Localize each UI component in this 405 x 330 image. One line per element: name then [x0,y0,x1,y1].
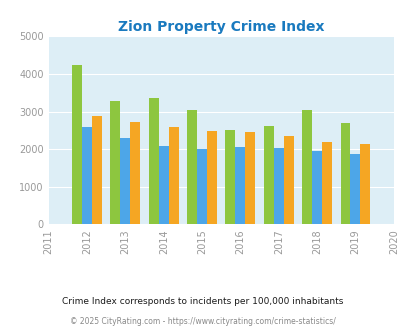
Text: © 2025 CityRating.com - https://www.cityrating.com/crime-statistics/: © 2025 CityRating.com - https://www.city… [70,317,335,326]
Bar [130,122,140,224]
Bar [311,151,321,224]
Bar [350,154,360,224]
Text: Crime Index corresponds to incidents per 100,000 inhabitants: Crime Index corresponds to incidents per… [62,297,343,307]
Bar [321,142,331,224]
Bar [120,138,130,224]
Bar [168,127,178,224]
Bar [273,148,283,224]
Bar [340,123,350,224]
Bar [72,65,82,224]
Title: Zion Property Crime Index: Zion Property Crime Index [118,20,324,34]
Bar [301,110,311,224]
Bar [207,131,217,224]
Bar [158,146,168,224]
Bar [360,144,369,224]
Bar [187,110,197,224]
Bar [263,126,273,224]
Bar [92,116,102,224]
Bar [110,101,120,224]
Bar [283,136,293,224]
Bar [149,98,158,224]
Bar [245,132,255,224]
Bar [235,147,245,224]
Bar [197,149,207,224]
Bar [82,127,92,224]
Legend: Zion, Illinois, National: Zion, Illinois, National [113,328,328,330]
Bar [225,130,235,224]
